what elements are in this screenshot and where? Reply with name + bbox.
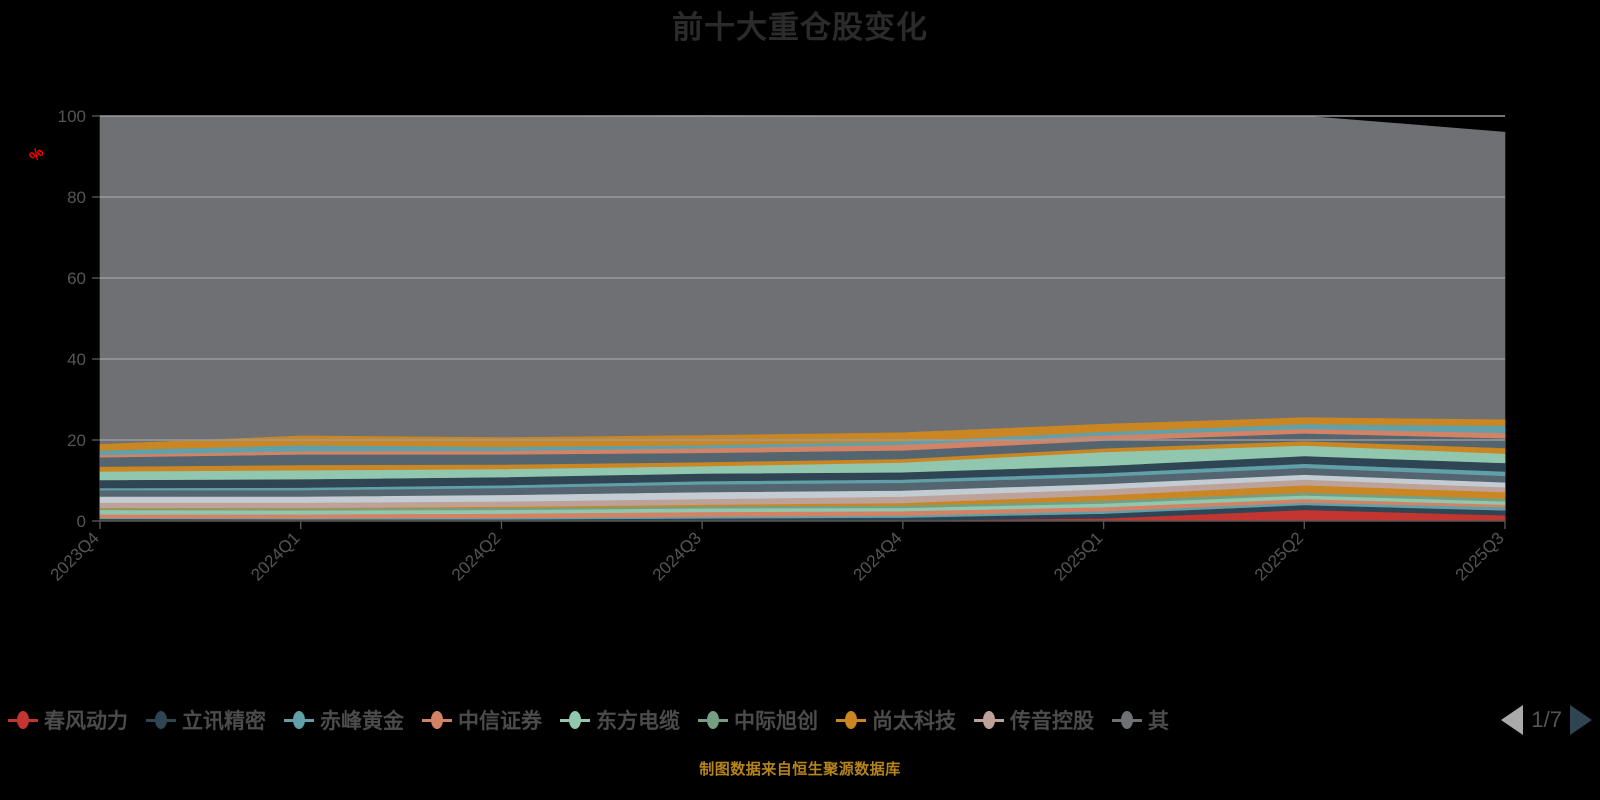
legend-marker-icon [974, 709, 1004, 731]
legend-item[interactable]: 赤峰黄金 [284, 705, 404, 735]
x-axis-tick-label: 2024Q3 [649, 528, 705, 584]
legend-item[interactable]: 中信证券 [422, 705, 542, 735]
y-axis-tick-label: 20 [67, 431, 86, 450]
legend-marker-dot [983, 711, 995, 729]
legend-marker-icon [1112, 709, 1142, 731]
legend-marker-dot [293, 711, 305, 729]
legend-page-indicator: 1/7 [1531, 707, 1562, 732]
legend-marker-dot [1121, 711, 1133, 729]
legend-marker-icon [284, 709, 314, 731]
x-axis-tick-label: 2025Q3 [1452, 528, 1508, 584]
page-title: 前十大重仓股变化 [672, 10, 928, 45]
legend-marker-icon [836, 709, 866, 731]
y-axis-tick-label: 80 [67, 188, 86, 207]
legend-next-page-icon[interactable] [1570, 705, 1592, 735]
legend-item-label: 其 [1148, 710, 1169, 733]
y-axis: 0 20 40 60 80 100 [58, 107, 100, 531]
legend-item-label: 赤峰黄金 [320, 710, 404, 733]
legend-item[interactable]: 立讯精密 [146, 705, 266, 735]
legend-item-label: 传音控股 [1010, 710, 1094, 733]
y-axis-tick-label: 100 [58, 107, 86, 126]
legend-item[interactable]: 尚太科技 [836, 705, 956, 735]
legend-item-label: 中信证券 [458, 710, 542, 733]
legend-item[interactable]: 中际旭创 [698, 705, 818, 735]
legend-item-label: 春风动力 [44, 710, 128, 733]
x-axis-tick-label: 2023Q4 [47, 528, 103, 584]
chart-legend[interactable]: 春风动力 立讯精密 赤峰黄金 中信证券 东方电缆 中际旭创 尚太科技 传音控股 其 [0, 692, 1600, 748]
legend-marker-dot [431, 711, 443, 729]
y-axis-tick-label: 0 [77, 512, 86, 531]
x-axis-tick-label: 2024Q4 [849, 528, 905, 584]
x-axis-tick-label: 2025Q1 [1050, 528, 1106, 584]
legend-marker-dot [17, 711, 29, 729]
legend-item[interactable]: 传音控股 [974, 705, 1094, 735]
legend-item-label: 尚太科技 [872, 710, 956, 733]
legend-marker-dot [845, 711, 857, 729]
x-axis-tick-label: 2024Q2 [448, 528, 504, 584]
legend-marker-icon [422, 709, 452, 731]
legend-item-label: 中际旭创 [734, 710, 818, 733]
x-axis-tick-label: 2024Q1 [247, 528, 303, 584]
legend-item-label: 东方电缆 [596, 710, 680, 733]
y-axis-tick-label: 40 [67, 350, 86, 369]
gridlines [100, 115, 1505, 441]
legend-marker-dot [569, 711, 581, 729]
chart-plot-area: 0 20 40 60 80 100 2023Q4 2024Q1 2024Q2 2024Q3 202… [47, 107, 1508, 585]
legend-marker-icon [146, 709, 176, 731]
x-axis-tick-label: 2025Q2 [1251, 528, 1307, 584]
area-series-group[interactable] [99, 115, 1506, 522]
legend-marker-icon [560, 709, 590, 731]
legend-marker-dot [707, 711, 719, 729]
legend-pagination[interactable]: 1/7 [1495, 698, 1592, 742]
footer-source-note: 制图数据来自恒生聚源数据库 [699, 761, 901, 778]
legend-marker-dot [155, 711, 167, 729]
legend-marker-icon [8, 709, 38, 731]
x-axis: 2023Q4 2024Q1 2024Q2 2024Q3 2024Q4 2025Q1 2025… [47, 520, 1508, 585]
legend-item[interactable]: 其 [1112, 705, 1169, 735]
y-axis-tick-label: 60 [67, 269, 86, 288]
legend-marker-icon [698, 709, 728, 731]
legend-item[interactable]: 东方电缆 [560, 705, 680, 735]
legend-prev-page-icon[interactable] [1501, 705, 1524, 735]
legend-item[interactable]: 春风动力 [8, 705, 128, 735]
legend-item-label: 立讯精密 [182, 710, 266, 733]
